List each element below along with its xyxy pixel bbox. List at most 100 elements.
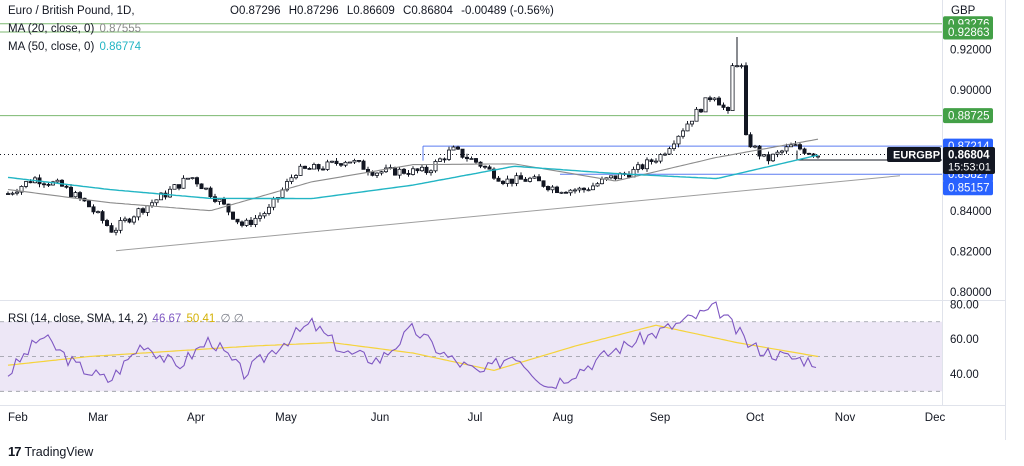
price-tick-label: 0.84000 — [950, 206, 992, 218]
candle-body — [645, 159, 650, 170]
candle-body — [753, 145, 758, 148]
candle-body — [69, 186, 74, 198]
candle-body — [500, 180, 505, 184]
candle — [519, 172, 524, 180]
currency-text: GBP — [951, 5, 976, 17]
candle — [114, 227, 119, 236]
candle-body — [167, 188, 172, 198]
candle-body — [127, 218, 132, 223]
candle-body — [208, 187, 213, 198]
candle-body — [505, 178, 510, 184]
open-key: O — [230, 5, 239, 17]
tradingview-logo[interactable]: 17 TradingView — [8, 444, 93, 459]
candle-body — [609, 175, 614, 179]
candle — [514, 172, 519, 187]
candle — [361, 159, 366, 170]
chart-canvas[interactable]: 0.920000.900000.860000.840000.820000.800… — [0, 0, 1024, 440]
time-tick-label: Feb — [8, 412, 28, 424]
candle-body — [482, 165, 487, 168]
rsi-tick-label: 40.00 — [950, 369, 979, 381]
candle — [343, 160, 348, 168]
ma50-value: 0.86774 — [99, 41, 142, 53]
candle — [55, 178, 60, 183]
candle — [46, 182, 51, 188]
candle-body — [266, 206, 271, 214]
rsi-sma-value: 50.41 — [186, 313, 216, 325]
candle — [109, 222, 114, 233]
candle — [194, 176, 199, 187]
candle-body — [100, 211, 105, 221]
candle — [356, 160, 361, 163]
candle-body — [523, 178, 528, 182]
candle — [550, 185, 555, 194]
candle — [500, 180, 505, 186]
candle — [118, 217, 123, 234]
countdown-label: 15:53:01 — [948, 161, 991, 173]
candle-body — [735, 65, 740, 68]
candle-body — [217, 198, 222, 202]
candle-body — [793, 144, 798, 147]
time-tick-label: May — [275, 412, 297, 424]
candle-body — [748, 134, 753, 148]
candle — [663, 152, 668, 156]
candle — [555, 185, 560, 194]
rsi-legend[interactable]: RSI (14, close, SMA, 14, 2) 46.67 50.41 … — [8, 311, 246, 325]
candle-body — [672, 143, 677, 150]
candle — [766, 151, 771, 165]
candle — [658, 153, 663, 164]
candle — [185, 177, 190, 180]
candle-body — [262, 213, 267, 217]
candle-body — [10, 192, 15, 195]
ma50-line — [7, 154, 819, 200]
candle-body — [248, 219, 253, 226]
candle — [334, 157, 339, 166]
candle-body — [185, 177, 190, 180]
candle-body — [446, 149, 451, 160]
candle — [509, 178, 514, 187]
candle — [649, 158, 654, 165]
candle-body — [28, 181, 33, 184]
candle-body — [780, 150, 785, 153]
candle-body — [6, 193, 11, 195]
ma50-legend[interactable]: MA (50, close, 0) 0.86774 — [8, 41, 143, 53]
candle — [69, 183, 74, 198]
candle — [338, 163, 343, 167]
candle — [14, 188, 19, 196]
candle-body — [582, 187, 587, 191]
candle — [6, 191, 11, 195]
ma20-line — [7, 138, 819, 212]
candle — [307, 167, 312, 170]
candle-body — [298, 165, 303, 176]
candle-body — [807, 152, 812, 155]
candle-body — [392, 167, 397, 176]
candle — [64, 184, 69, 189]
candle-body — [415, 168, 420, 172]
candle-body — [595, 183, 600, 187]
candle — [708, 95, 713, 102]
candle — [582, 187, 587, 193]
candle-body — [410, 168, 415, 175]
candle-body — [73, 192, 78, 198]
ma20-legend[interactable]: MA (20, close, 0) 0.87555 — [8, 23, 143, 35]
symbol-title[interactable]: Euro / British Pound, 1D, — [8, 5, 135, 17]
symbol-tag-bg — [887, 146, 941, 162]
candle-body — [158, 192, 163, 201]
candle — [541, 180, 546, 188]
candle — [176, 184, 181, 191]
time-tick-label: Aug — [553, 412, 573, 424]
candle-body — [726, 107, 731, 111]
change-value: -0.00489 (-0.56%) — [461, 5, 554, 17]
candle — [775, 150, 780, 158]
candle — [419, 165, 424, 172]
candle-body — [428, 170, 433, 174]
rsi-line — [7, 301, 817, 390]
candle-body — [105, 220, 110, 226]
candle — [190, 177, 195, 180]
candle-body — [676, 135, 681, 145]
candle — [762, 154, 767, 158]
time-tick-label: Oct — [746, 412, 765, 424]
candle — [532, 174, 537, 179]
candle-body — [699, 108, 704, 113]
candle — [473, 157, 478, 164]
candle-body — [316, 164, 321, 170]
